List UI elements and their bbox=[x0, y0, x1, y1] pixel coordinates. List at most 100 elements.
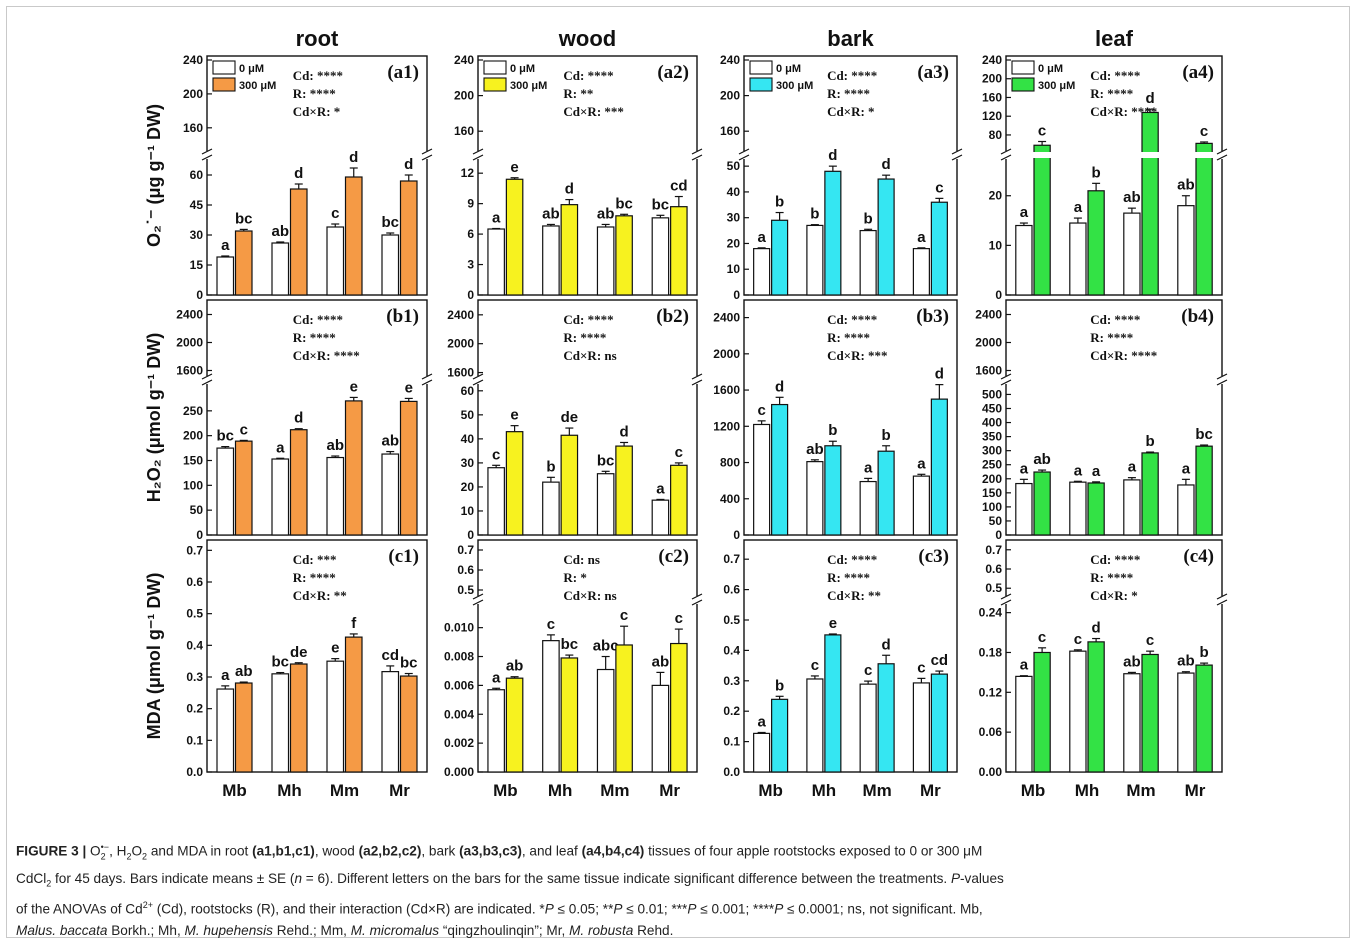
bar-300uM-Mr bbox=[670, 206, 688, 296]
caption-text: ≤ 0.05; ** bbox=[553, 901, 614, 917]
caption-text: , bark bbox=[421, 843, 460, 859]
bar-0uM-Mb bbox=[1015, 224, 1033, 296]
significance-letter: e bbox=[510, 407, 518, 424]
y-tick-label: 0.008 bbox=[444, 650, 474, 664]
y-tick-label: 30 bbox=[461, 456, 475, 470]
bar-0uM-Mr bbox=[912, 682, 930, 773]
significance-letter: d bbox=[620, 423, 629, 440]
x-tick-label: Mh bbox=[548, 781, 573, 800]
y-tick-label: 45 bbox=[190, 198, 204, 212]
bar-300uM-Mh bbox=[560, 657, 579, 773]
axis-break-mark bbox=[691, 373, 703, 380]
significance-letter: a bbox=[1128, 459, 1137, 476]
x-tick-label: Mb bbox=[222, 781, 247, 800]
y-tick-label: 200 bbox=[982, 72, 1002, 86]
significance-letter: d bbox=[349, 149, 358, 166]
y-tick-label: 0.5 bbox=[985, 581, 1002, 595]
bar-0uM-Mm bbox=[1123, 212, 1141, 296]
y-tick-label: 200 bbox=[183, 429, 203, 443]
bar-300uM-Mb bbox=[234, 440, 253, 536]
x-tick-label: Mh bbox=[812, 781, 837, 800]
axis-break-gap bbox=[473, 596, 483, 604]
significance-letter: c bbox=[917, 659, 925, 676]
significance-letter: ab bbox=[326, 437, 344, 454]
significance-letter: bc bbox=[400, 655, 418, 672]
bar-0uM-Mb bbox=[1015, 482, 1033, 536]
significance-letter: a bbox=[1092, 463, 1101, 480]
x-tick-label: Mr bbox=[920, 781, 941, 800]
significance-letter: bc bbox=[1195, 426, 1213, 443]
bar-0uM-Mh bbox=[806, 461, 824, 536]
y-tick-label: 0.6 bbox=[457, 563, 474, 577]
caption-text: “qingzhoulinqin”; Mr, bbox=[439, 923, 570, 938]
y-tick-label: 150 bbox=[982, 486, 1002, 500]
y-tick-label: 0 bbox=[995, 288, 1002, 302]
bar-300uM-Mr bbox=[399, 675, 418, 773]
significance-letter: ab bbox=[235, 663, 253, 680]
significance-letter: d bbox=[294, 165, 303, 182]
y-tick-label: 1600 bbox=[447, 366, 474, 380]
y-tick-label: 15 bbox=[190, 258, 204, 272]
y-tick-label: 0.24 bbox=[979, 606, 1003, 620]
y-tick-label: 250 bbox=[183, 404, 203, 418]
x-tick-label: Mm bbox=[330, 781, 359, 800]
y-tick-label: 10 bbox=[989, 238, 1003, 252]
bar-300uM-Mh bbox=[289, 663, 308, 773]
panel-tag: (c2) bbox=[658, 546, 689, 567]
y-tick-label: 160 bbox=[720, 124, 740, 138]
axis-break-mark bbox=[691, 154, 703, 161]
panel-tag: (a1) bbox=[387, 62, 419, 83]
y-tick-label: 30 bbox=[727, 211, 741, 225]
panel-frame bbox=[1005, 539, 1223, 773]
y-tick-label: 0.002 bbox=[444, 736, 474, 750]
significance-letter: a bbox=[757, 229, 766, 246]
significance-letter: c bbox=[675, 444, 683, 461]
axis-break-mark bbox=[201, 154, 213, 161]
anova-stat: Cd×R: * bbox=[1090, 588, 1138, 603]
y-tick-label: 20 bbox=[461, 480, 475, 494]
anova-stat: Cd×R: ** bbox=[827, 588, 881, 603]
caption-sup: 2+ bbox=[142, 899, 153, 910]
y-tick-label: 100 bbox=[982, 500, 1002, 514]
significance-letter: ab bbox=[1177, 177, 1195, 194]
significance-letter: cd bbox=[931, 652, 949, 669]
bar-300uM-Mb bbox=[234, 230, 253, 296]
axis-break-gap bbox=[1001, 376, 1011, 384]
caption-ref: (a2,b2,c2) bbox=[358, 843, 422, 859]
y-tick-label: 0.1 bbox=[186, 733, 203, 747]
bar-300uM-Mh bbox=[824, 634, 842, 773]
axis-break-gap bbox=[692, 596, 702, 604]
significance-letter: c bbox=[757, 402, 765, 419]
caption-text: Borkh.; Mh, bbox=[107, 923, 185, 938]
y-tick-label: 10 bbox=[461, 504, 475, 518]
significance-letter: ab bbox=[506, 658, 524, 675]
x-tick-label: Mm bbox=[1126, 781, 1155, 800]
anova-stat: R: **** bbox=[293, 570, 336, 585]
y-tick-label: 0 bbox=[196, 528, 203, 542]
bar-300uM-Mr bbox=[930, 673, 948, 773]
y-tick-label: 0.0 bbox=[723, 765, 740, 779]
axis-break-gap bbox=[1001, 151, 1011, 159]
bar-300uM-Mr bbox=[930, 201, 948, 296]
bar-300uM-Mh bbox=[560, 204, 579, 296]
significance-letter: a bbox=[656, 480, 665, 497]
y-tick-label: 240 bbox=[720, 53, 740, 67]
y-tick-label: 0 bbox=[196, 288, 203, 302]
caption-sup: •− bbox=[100, 842, 110, 852]
axis-break-mark bbox=[738, 154, 750, 161]
y-tick-label: 350 bbox=[982, 430, 1002, 444]
caption-text: Rehd. bbox=[633, 923, 674, 938]
y-tick-label: 40 bbox=[461, 432, 475, 446]
y-tick-label: 0.6 bbox=[186, 575, 203, 589]
column-title-bark: bark bbox=[827, 26, 874, 51]
bar-300uM-Mb bbox=[505, 431, 524, 536]
significance-letter: c bbox=[1074, 631, 1082, 648]
bar-300uM-Mr bbox=[399, 400, 418, 536]
figure-caption: FIGURE 3 | O2•−, H2O2 and MDA in root (a… bbox=[16, 837, 1336, 942]
caption-text: , H bbox=[109, 843, 127, 859]
axis-break-gap bbox=[1217, 376, 1227, 384]
panel-tag: (b1) bbox=[386, 306, 419, 327]
anova-stat: R: **** bbox=[827, 86, 870, 101]
y-tick-label: 0.1 bbox=[723, 735, 740, 749]
y-tick-label: 0.010 bbox=[444, 621, 474, 635]
